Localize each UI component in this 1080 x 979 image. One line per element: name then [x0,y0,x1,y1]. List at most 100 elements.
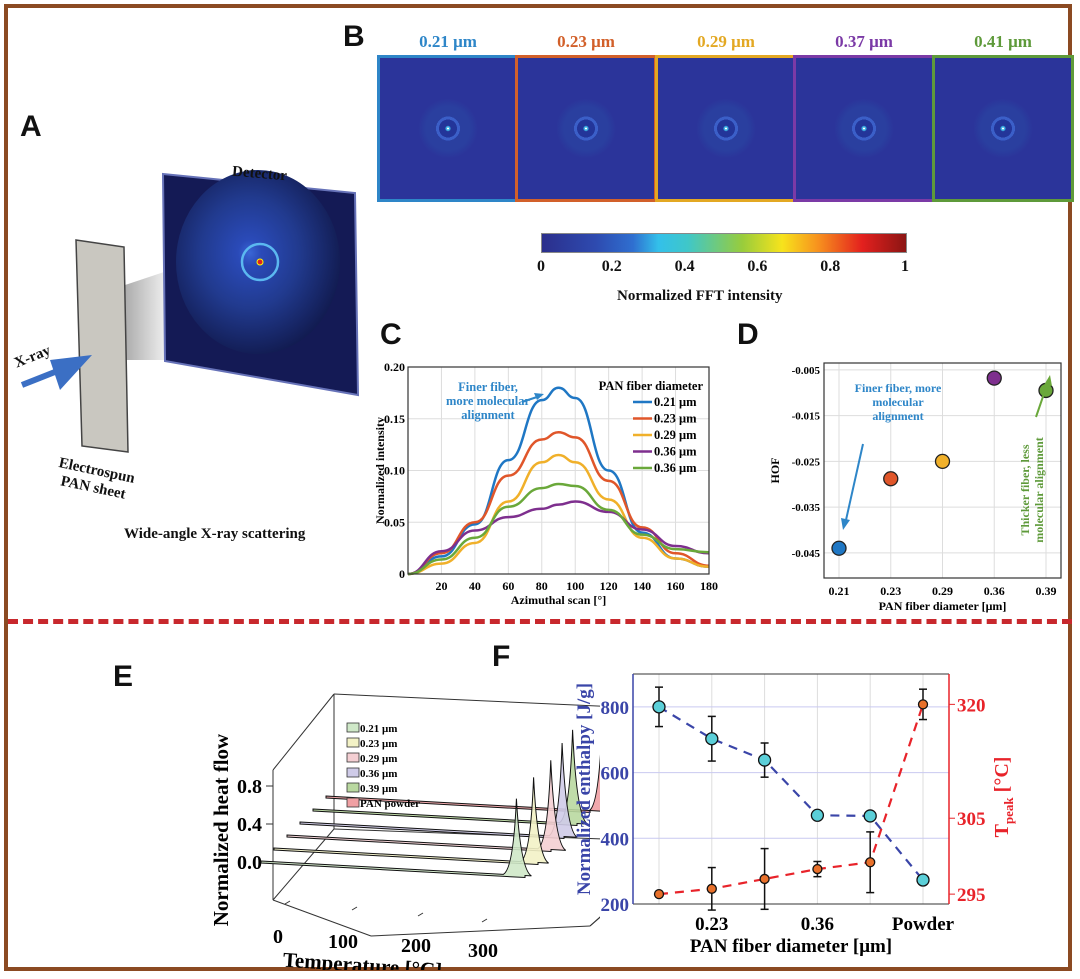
annotation-arrow [845,443,864,521]
legend-swatch [346,782,360,793]
x-tick-label: 180 [700,579,718,593]
legend-label: 0.36 μm [360,768,397,780]
y-tick-label: 0.8 [237,776,262,798]
x-tick-label: 0.23 [880,584,901,598]
legend-label: 0.23 μm [360,738,397,750]
annotation-fine: Finer fiber, more [855,381,942,395]
annotation-arrowhead [841,518,850,530]
x-tick-label: 200 [401,935,431,957]
data-point [917,699,929,710]
panel-a-illustration: Detector X-ray Electrospun PAN sheet Wid… [0,0,380,600]
legend-title: PAN fiber diameter [599,379,704,393]
series-line [407,500,710,576]
panel-label-d: D [737,318,759,351]
plot-area [633,674,949,904]
axis-box-edge [272,693,335,771]
xray-arrow-icon [20,355,92,390]
annotation-arrow [1035,381,1049,418]
legend-label: 0.23 μm [654,412,697,426]
x-tick-label: 0 [273,926,283,948]
y-tick-label: -0.045 [792,548,821,560]
annotation-arrowhead [1044,375,1052,386]
x-tick [417,912,424,917]
data-point [759,873,770,885]
heat-flow-trace [260,798,532,879]
fft-image [932,55,1074,202]
fft-image-title: 0.23 μm [557,32,615,51]
data-point [706,883,717,894]
y-tick-label: 0.20 [384,360,405,374]
panel-label-e: E [113,660,134,693]
fft-image-title: 0.21 μm [419,32,477,51]
data-point [863,809,877,823]
x-tick-label: 20 [435,579,447,593]
series-line [658,704,925,896]
y-right-axis-label: Tpeak [°C] [991,757,1016,838]
x-tick-label: 0.36 [801,914,834,935]
annotation-arrowhead [534,393,544,400]
y-tick-label: 0.05 [384,515,405,529]
data-point [865,857,876,868]
data-point [812,863,823,875]
y-tick-label: -0.005 [792,365,821,377]
colorbar [541,233,907,253]
panel-label-a: A [20,110,42,143]
legend-label: 0.29 μm [360,753,397,765]
panel-label-c: C [380,318,402,351]
annotation: Finer fiber, [458,380,518,394]
colorbar-tick-label: 0.6 [747,258,768,275]
x-tick-label: 0.23 [695,914,728,935]
legend-label: 0.39 μm [360,783,397,795]
panel-label-b: B [343,20,365,53]
x-tick-label: 100 [328,931,358,953]
plot-frame [407,366,710,575]
legend-swatch [346,752,360,763]
annotation: alignment [461,408,515,422]
x-axis-label: PAN fiber diameter [μm] [690,936,892,957]
figure-frame [4,4,1072,971]
y-axis-label: Normalized heat flow [209,733,233,926]
colorbar-label: Normalized FFT intensity [617,288,783,304]
y-tick-label: 0.0 [237,852,262,874]
legend-label: PAN powder [360,798,420,810]
series-line [658,705,924,881]
legend-label: 0.29 μm [654,428,697,442]
plot-frame [823,362,1062,579]
data-point [652,700,666,714]
y-tick-label: 0.15 [384,412,405,426]
y-left-tick-label: 400 [601,829,630,850]
x-tick-label: 120 [600,579,618,593]
x-tick-label: 80 [536,579,548,593]
x-tick [284,900,291,905]
y-right-tick-label: 305 [957,809,986,830]
y-left-tick-label: 600 [601,764,630,785]
colorbar-tick-label: 0.8 [820,258,841,275]
panel-label-f: F [492,640,511,673]
y-left-axis-label: Normalized enthalpy [J/g] [574,683,595,895]
x-tick-label: 140 [633,579,651,593]
x-tick-label: 0.36 [984,584,1005,598]
series-line [407,386,710,576]
colorbar-tick-label: 0 [537,258,545,275]
legend-swatch [346,737,360,748]
y-tick-label: 0 [399,567,405,581]
axis-box-edge [370,925,591,937]
x-tick-label: 300 [468,940,498,962]
axis-box-edge [333,693,600,707]
fft-image [655,55,797,202]
y-right-tick-label: 320 [957,695,986,716]
x-tick-label: 0.21 [829,584,850,598]
y-axis-label: HOF [768,458,782,484]
annotation: more molecular [446,394,531,408]
x-tick [351,906,358,911]
y-tick-label: 0.4 [237,814,262,836]
legend-swatch [346,797,360,808]
fft-image-title: 0.29 μm [697,32,755,51]
data-point [705,732,719,746]
chart-d: 0.21 0.23 0.29 0.36 0.39 -0.005 -0.015 -0.025 -0… [768,362,1062,613]
data-point [831,540,847,556]
legend-label: 0.36 μm [654,445,697,459]
data-point [916,873,930,887]
fft-image-title: 0.37 μm [835,32,893,51]
x-tick-label: 0.29 [932,584,953,598]
